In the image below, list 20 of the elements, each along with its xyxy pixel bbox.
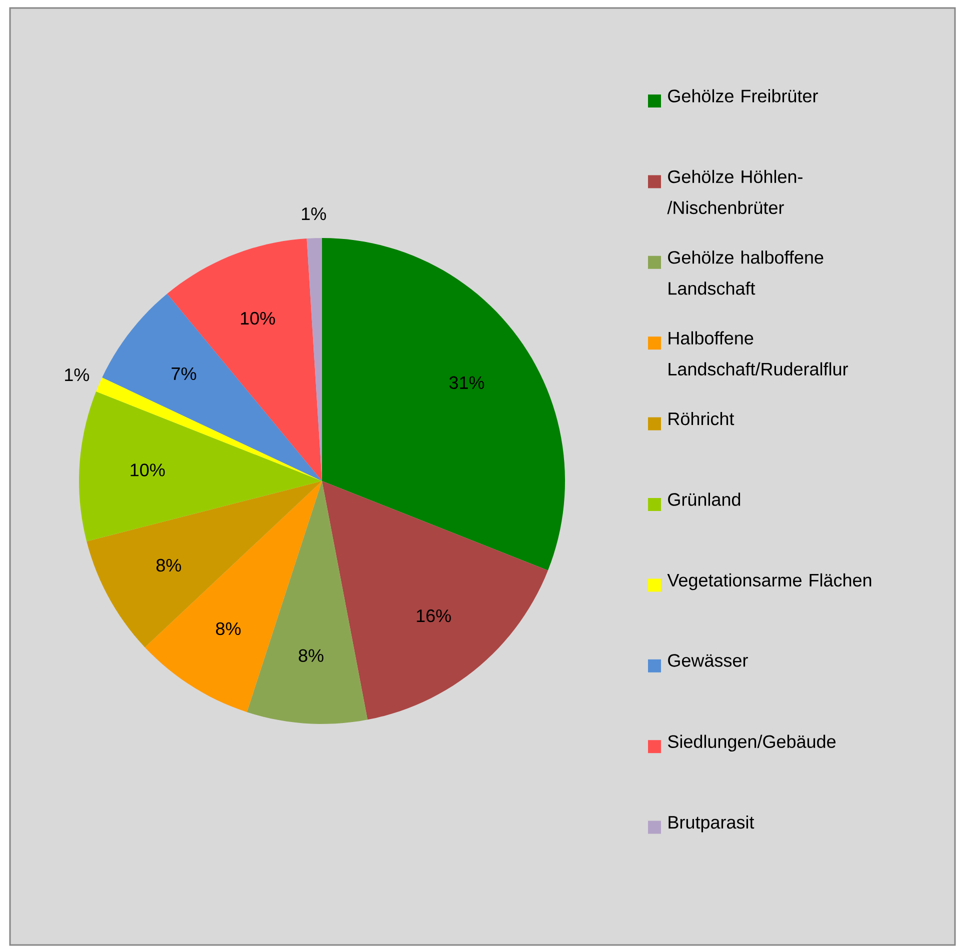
legend-label: Röhricht (668, 412, 734, 426)
data-label: 8% (298, 649, 324, 662)
data-label: 8% (216, 622, 241, 636)
legend-label: Gehölze Freibrüter (668, 89, 818, 102)
legend-label: Brutparasit (668, 815, 754, 832)
legend-label: Gehölze halboffene Landschaft (668, 250, 824, 295)
data-label: 1% (65, 368, 90, 382)
legend-label: Grünland (668, 492, 740, 506)
legend-label: Vegetationsarme Flächen (667, 573, 872, 590)
data-label: 10% (130, 464, 165, 476)
legend-label: Gehölze Höhlen-/Nischenbrüter (667, 170, 802, 214)
data-label: 8% (156, 558, 182, 572)
legend-label: Halboffene Landschaft/Ruderalflur (668, 331, 848, 376)
data-label: 1% (302, 208, 326, 220)
data-label: 7% (172, 367, 196, 380)
data-label: 31% (449, 376, 484, 389)
legend-label: Siedlungen/Gebäude (668, 734, 836, 752)
legend-label: Gewässer (668, 654, 748, 667)
data-label: 10% (240, 312, 275, 325)
data-label: 16% (416, 609, 451, 622)
